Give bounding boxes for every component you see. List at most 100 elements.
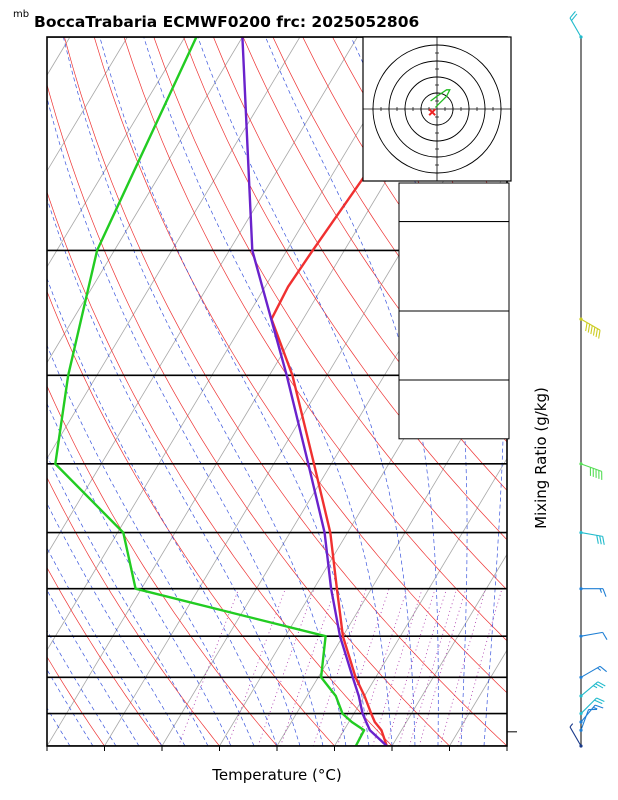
dry-adiabat-line [47,656,105,746]
moist-adiabat-line [265,37,439,746]
dry-adiabat-line [47,745,48,746]
isotherm-line [506,745,507,746]
wind-barb-dot [579,728,583,732]
stats-box [398,379,510,440]
isotherm-line [47,37,243,364]
wind-barb-flag [571,13,578,21]
moist-adiabat-line [47,589,140,746]
moist-adiabat-line [47,502,186,746]
dry-adiabat-line [47,290,335,746]
wind-barb-dot [579,711,583,716]
moist-adiabat-line [47,277,278,746]
wind-barb-staff [580,463,602,472]
dry-adiabat-line [47,83,450,746]
wind-barb-dot [579,530,583,535]
dry-adiabat-line [511,37,618,746]
wind-barb-flag [569,10,576,19]
wind-barb-dot [579,462,583,466]
wind-barb-dot [579,35,583,39]
mixing-ratio-line [280,588,336,746]
chart-title: BoccaTrabaria ECMWF0200 frc: 2025052806 [34,13,419,31]
wind-barb-dot [579,634,583,638]
isotherm-line [47,37,358,556]
mixing-ratio-line [372,588,423,746]
wind-barb-flag [595,328,598,338]
isotherm-line [0,37,12,746]
wind-barb-staff [580,704,596,723]
temperature-profile-line [270,37,465,746]
wind-barb-staff [580,697,597,714]
moist-adiabat-line [47,629,117,746]
isotherm-line [391,553,507,746]
wind-barb-staff [569,17,582,38]
wind-barb-half-flag [597,667,602,671]
parcel-profile-line [241,37,388,746]
wind-barb-flag [587,324,591,333]
wind-barb-flag [602,632,608,640]
wind-barb-staff [580,709,590,731]
wind-barb-flag [602,536,605,545]
isotherm-line [47,37,301,460]
dry-adiabat-line [571,37,618,746]
wind-barb-staff [580,631,603,637]
wind-barb-flag [599,665,608,673]
moist-adiabat-line [99,37,370,746]
x-axis-title: Temperature (°C) [211,766,341,784]
wind-barb-dot [579,720,583,724]
wind-barb-dot [579,587,583,591]
dry-adiabat-line [47,190,393,746]
stats-box [398,221,510,312]
moist-adiabat-line [47,402,232,746]
wind-barb-flag [592,327,596,336]
wind-barb-dot [579,675,583,679]
dry-adiabat-line [93,37,507,694]
moist-adiabat-line [47,344,255,746]
wind-barb-flag [585,322,588,332]
isotherm-line [334,457,507,746]
dry-adiabat-line [601,37,618,746]
wind-barb-half-flag [592,685,598,689]
stats-box [398,182,510,223]
moist-adiabat-line [47,197,301,746]
moist-adiabat-line [47,455,209,746]
stats-box [398,310,510,381]
wind-barb-half-flag [593,706,598,710]
wind-barb-half-flag [599,588,603,593]
wind-barb-staff [580,665,601,678]
wind-barb-half-flag [569,723,574,728]
dry-adiabat-line [183,37,507,541]
wind-barb-flag [596,535,599,544]
dry-adiabat-line [47,385,278,746]
wind-barb-flag [598,330,601,339]
wind-barb-flag [595,683,604,689]
wind-barb-staff [569,726,582,747]
pressure-unit-label: mb [13,9,29,20]
moist-adiabat-line [47,96,324,746]
dry-adiabat-line [47,476,220,746]
wind-barb-flag [602,588,607,597]
mixing-ratio-line [227,588,286,746]
moist-adiabat-line [63,37,347,746]
isotherm-line [47,37,128,172]
wind-barb-staff [580,318,601,331]
dry-adiabat-line [213,37,507,491]
wind-barb-dot [579,694,583,698]
wind-barb-flag [594,699,603,705]
storm-motion-marker [428,108,436,116]
mixing-ratio-line [409,588,458,746]
wind-barb-dot [579,317,583,321]
dry-adiabat-line [153,37,507,591]
isotherm-line [161,170,507,746]
wind-barb-flag [599,535,602,545]
wind-barb-flag [590,325,593,335]
wind-barb-flag [594,704,604,709]
dry-adiabat-line [123,37,507,642]
wind-barb-staff [580,532,603,537]
moist-adiabat-line [47,668,94,746]
moist-adiabat-line [47,745,48,746]
wind-barb-dot [579,744,583,748]
isotherm-line [47,37,186,268]
moist-adiabat-line [143,37,393,746]
hodograph-trace [430,89,451,108]
